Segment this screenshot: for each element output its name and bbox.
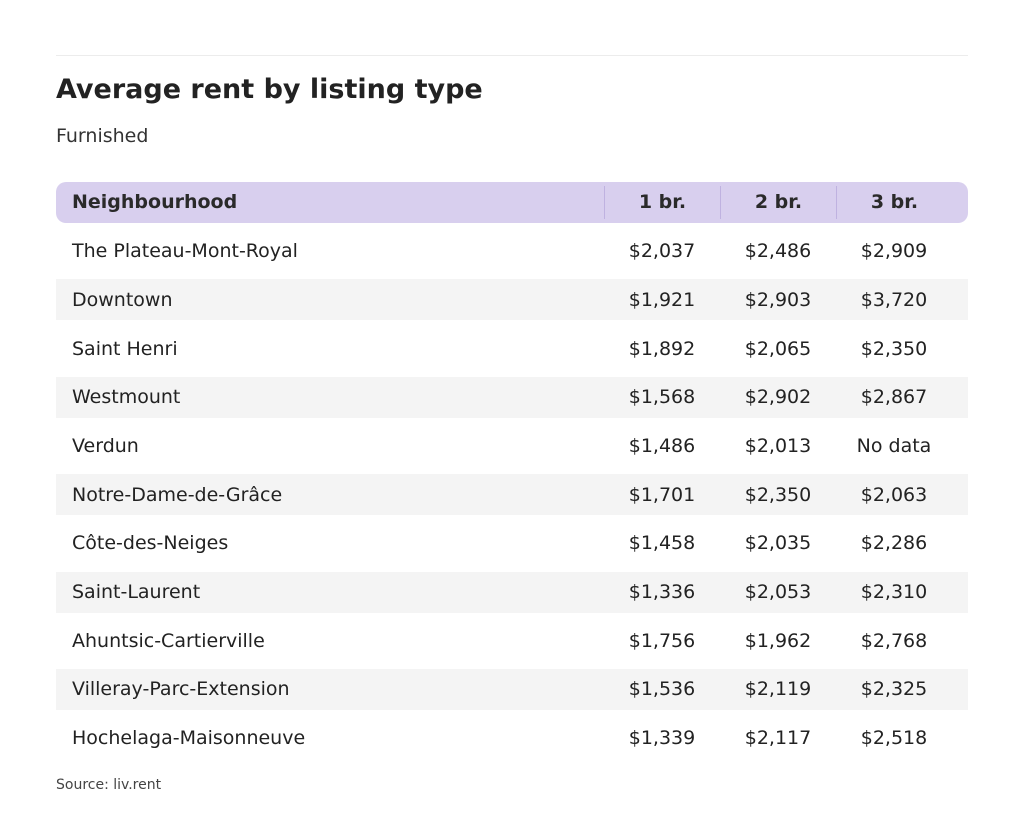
rent-1br-cell: $1,458 bbox=[628, 532, 696, 555]
rent-1br-cell: $1,486 bbox=[628, 434, 696, 457]
rent-2br-cell: $2,903 bbox=[744, 288, 812, 311]
top-divider bbox=[56, 55, 968, 56]
neighbourhood-cell: Côte-des-Neiges bbox=[72, 532, 229, 555]
rent-3br-cell: $2,350 bbox=[860, 337, 928, 360]
rent-3br-cell: $2,518 bbox=[860, 727, 928, 750]
header-3br: 3 br. bbox=[836, 186, 952, 219]
rent-1br-cell: $1,339 bbox=[628, 727, 696, 750]
rent-1br-cell: $1,336 bbox=[628, 581, 696, 603]
header-1br: 1 br. bbox=[604, 186, 720, 219]
rent-2br-cell: $2,486 bbox=[744, 240, 812, 263]
neighbourhood-cell: Verdun bbox=[72, 434, 139, 457]
rent-2br-cell: $2,065 bbox=[744, 337, 812, 360]
source-note: Source: liv.rent bbox=[56, 777, 162, 793]
rent-1br-cell: $1,756 bbox=[628, 629, 696, 652]
rent-3br-cell: $3,720 bbox=[860, 288, 928, 311]
rent-1br-cell: $1,921 bbox=[628, 288, 696, 311]
table-row: Ahuntsic-Cartierville $1,756 $1,962 $2,7… bbox=[56, 620, 968, 661]
rent-3br-cell: $2,063 bbox=[860, 483, 928, 506]
table-row: Westmount $1,568 $2,902 $2,867 bbox=[56, 376, 968, 418]
table-row: Downtown $1,921 $2,903 $3,720 bbox=[56, 279, 968, 321]
table-row: Notre-Dame-de-Grâce $1,701 $2,350 $2,063 bbox=[56, 474, 968, 516]
neighbourhood-cell: Villeray-Parc-Extension bbox=[72, 678, 290, 701]
rent-1br-cell: $1,536 bbox=[628, 678, 696, 701]
neighbourhood-cell: Notre-Dame-de-Grâce bbox=[72, 483, 283, 506]
rent-1br-cell: $1,892 bbox=[628, 337, 696, 360]
table-row: Villeray-Parc-Extension $1,536 $2,119 $2… bbox=[56, 668, 968, 710]
table-row: The Plateau-Mont-Royal $2,037 $2,486 $2,… bbox=[56, 231, 968, 272]
rent-table: Neighbourhood 1 br. 2 br. 3 br. The Plat… bbox=[56, 182, 968, 759]
table-row: Saint-Laurent $1,336 $2,053 $2,310 bbox=[56, 571, 968, 613]
neighbourhood-cell: Westmount bbox=[72, 386, 181, 409]
rent-3br-cell: $2,867 bbox=[860, 386, 928, 409]
rent-2br-cell: $2,119 bbox=[744, 678, 812, 701]
table-row: Verdun $1,486 $2,013 No data bbox=[56, 425, 968, 466]
rent-2br-cell: $1,962 bbox=[744, 629, 812, 652]
header-2br: 2 br. bbox=[720, 186, 836, 219]
neighbourhood-cell: Downtown bbox=[72, 288, 173, 311]
rent-2br-cell: $2,117 bbox=[744, 727, 812, 750]
rent-3br-cell: $2,325 bbox=[860, 678, 928, 701]
neighbourhood-cell: The Plateau-Mont-Royal bbox=[72, 240, 298, 263]
neighbourhood-cell: Ahuntsic-Cartierville bbox=[72, 629, 265, 652]
table-row: Côte-des-Neiges $1,458 $2,035 $2,286 bbox=[56, 523, 968, 564]
rent-2br-cell: $2,902 bbox=[744, 386, 812, 409]
rent-2br-cell: $2,350 bbox=[744, 483, 812, 506]
table-header-row: Neighbourhood 1 br. 2 br. 3 br. bbox=[56, 182, 968, 223]
rent-3br-cell: $2,768 bbox=[860, 629, 928, 652]
rent-3br-cell: $2,909 bbox=[860, 240, 928, 263]
rent-2br-cell: $2,013 bbox=[744, 434, 812, 457]
rent-3br-cell: $2,286 bbox=[860, 532, 928, 555]
neighbourhood-cell: Saint-Laurent bbox=[72, 581, 201, 603]
rent-1br-cell: $1,568 bbox=[628, 386, 696, 409]
table-row: Hochelaga-Maisonneuve $1,339 $2,117 $2,5… bbox=[56, 718, 968, 759]
rent-3br-cell: No data bbox=[856, 434, 932, 457]
rent-1br-cell: $1,701 bbox=[628, 483, 696, 506]
chart-title: Average rent by listing type bbox=[56, 74, 483, 105]
rent-2br-cell: $2,053 bbox=[744, 581, 812, 603]
header-neighbourhood: Neighbourhood bbox=[72, 191, 238, 213]
neighbourhood-cell: Hochelaga-Maisonneuve bbox=[72, 727, 306, 750]
rent-2br-cell: $2,035 bbox=[744, 532, 812, 555]
neighbourhood-cell: Saint Henri bbox=[72, 337, 178, 360]
rent-3br-cell: $2,310 bbox=[860, 581, 928, 603]
chart-subtitle: Furnished bbox=[56, 125, 149, 147]
table-row: Saint Henri $1,892 $2,065 $2,350 bbox=[56, 328, 968, 369]
rent-1br-cell: $2,037 bbox=[628, 240, 696, 263]
